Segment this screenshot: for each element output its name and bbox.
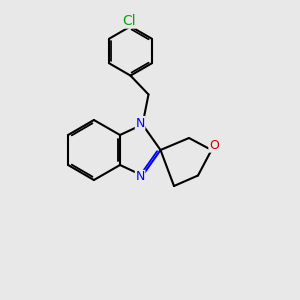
Text: O: O [209, 139, 219, 152]
Text: N: N [135, 116, 145, 130]
Text: Cl: Cl [122, 14, 136, 28]
Text: N: N [135, 170, 145, 184]
